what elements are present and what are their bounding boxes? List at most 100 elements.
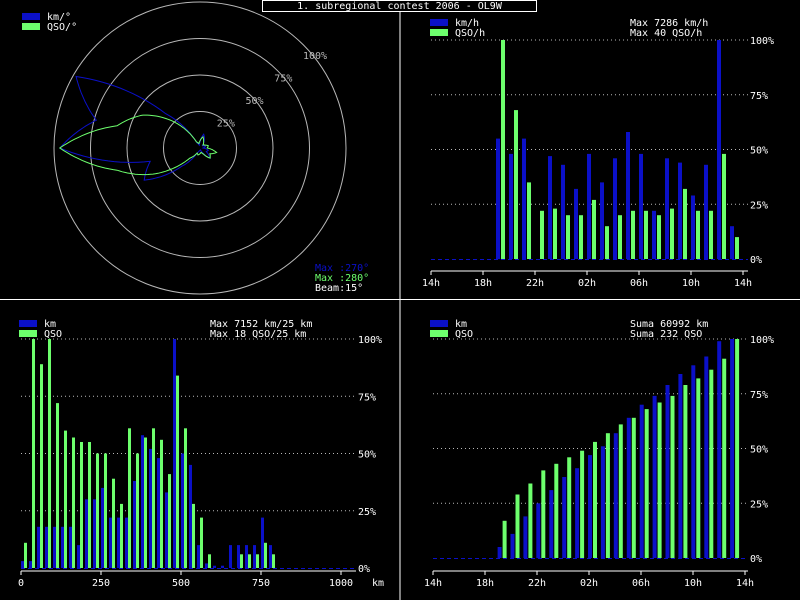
- qso-bar-23: [735, 339, 740, 558]
- km-bar-17: [652, 395, 657, 558]
- polar-info-2: Max :280°: [315, 273, 369, 284]
- x-tick-label: 750: [252, 578, 270, 589]
- qso-bar-15: [631, 417, 636, 558]
- y-tick-label: 0%: [750, 554, 762, 565]
- km-bar-13: [600, 182, 604, 259]
- km-bar-1: [29, 561, 32, 568]
- km-bar-0: [21, 561, 24, 568]
- polar-info-1: Max :270°: [315, 263, 369, 274]
- qso-bar-31: [272, 554, 275, 568]
- legend-swatch-2: [430, 330, 448, 337]
- km-bar-17: [157, 458, 160, 568]
- legend-swatch-1: [22, 13, 40, 20]
- y-tick-label: 100%: [750, 36, 774, 47]
- qso-bar-16: [644, 409, 649, 558]
- qso-bar-11: [579, 215, 583, 259]
- x-tick-label: 14h: [736, 578, 754, 589]
- km-bar-4: [53, 526, 56, 568]
- x-tick-label: 10h: [684, 578, 702, 589]
- polar-ring-1: [163, 111, 237, 185]
- qso-bar-10: [567, 457, 572, 558]
- polar-ring-2: [126, 74, 274, 222]
- x-tick-label: 02h: [578, 278, 596, 289]
- km-bar-9: [93, 499, 96, 568]
- polar-ring-label: 50%: [246, 96, 264, 107]
- qso-bar-2: [40, 364, 43, 568]
- km-bar-29: [253, 545, 256, 568]
- qso-bar-18: [670, 208, 674, 259]
- y-tick-label: 75%: [750, 91, 768, 102]
- qso-bar-7: [80, 442, 83, 568]
- x-tick-label: 22h: [526, 278, 544, 289]
- qso-bar-5: [501, 40, 505, 259]
- km-bar-27: [237, 545, 240, 568]
- qso-bar-21: [192, 503, 195, 568]
- km-bar-12: [117, 517, 120, 568]
- polar-ring-label: 25%: [217, 119, 235, 130]
- x-tick-label: 500: [172, 578, 190, 589]
- km-bar-16: [639, 404, 644, 558]
- km-bar-5: [496, 138, 500, 260]
- qso-bar-16: [152, 428, 155, 568]
- km-bar-17: [652, 210, 656, 259]
- km-bar-3: [45, 526, 48, 568]
- legend-label-1: km/°: [47, 12, 71, 23]
- km-bar-5: [497, 547, 502, 558]
- km-bar-9: [548, 156, 552, 259]
- km-bar-23: [730, 339, 735, 558]
- km-bar-22: [717, 341, 722, 558]
- qso-bar-10: [104, 453, 107, 568]
- km-bar-12: [588, 455, 592, 558]
- km-bar-7: [522, 138, 526, 260]
- x-tick-label: 14h: [734, 278, 752, 289]
- qso-bar-21: [709, 210, 713, 259]
- stat-line-1: Max 7152 km/25 km: [210, 319, 312, 330]
- km-bar-20: [181, 453, 184, 568]
- qso-bar-12: [592, 199, 596, 259]
- qso-bar-17: [160, 439, 163, 568]
- polar-info-3: Beam:15°: [315, 283, 363, 294]
- km-bar-24: [213, 565, 216, 568]
- x-tick-label: 22h: [528, 578, 546, 589]
- qso-bar-13: [605, 433, 610, 558]
- qso-bar-30: [264, 542, 267, 568]
- km-bar-16: [149, 448, 152, 568]
- qso-bar-3: [48, 339, 51, 568]
- qso-bar-15: [144, 437, 147, 568]
- qso-bar-8: [541, 470, 546, 558]
- qso-bar-6: [515, 494, 520, 558]
- legend-swatch-1: [430, 320, 448, 327]
- legend-swatch-2: [430, 29, 448, 36]
- x-tick-label: 18h: [476, 578, 494, 589]
- qso-bar-18: [168, 474, 171, 568]
- x-tick-label: 0: [18, 578, 24, 589]
- km-bar-19: [678, 374, 683, 558]
- km-bar-12: [587, 153, 591, 259]
- legend-swatch-2: [22, 23, 40, 30]
- y-tick-label: 0%: [750, 255, 762, 266]
- legend-label-2: QSO/h: [455, 28, 485, 39]
- y-tick-label: 100%: [750, 335, 774, 346]
- km-bar-19: [173, 339, 176, 568]
- qso-bar-0: [24, 542, 27, 568]
- km-bar-21: [189, 464, 192, 568]
- qso-bar-13: [605, 226, 609, 260]
- qso-bar-9: [553, 208, 557, 259]
- qso-bar-7: [527, 182, 531, 259]
- km-bar-20: [691, 195, 695, 259]
- qso-bar-22: [722, 153, 726, 259]
- x-tick-label: 10h: [682, 278, 700, 289]
- km-bar-6: [69, 526, 72, 568]
- window-title: 1. subregional contest 2006 - OL9W: [297, 1, 503, 12]
- km-bar-23: [730, 226, 734, 260]
- km-bar-30: [261, 517, 264, 568]
- x-tick-label: 250: [92, 578, 110, 589]
- legend-swatch-1: [19, 320, 37, 327]
- qso-bar-11: [112, 478, 115, 568]
- y-tick-label: 0%: [358, 564, 370, 575]
- qso-bar-12: [120, 503, 123, 568]
- legend-label-2: QSO/°: [47, 22, 77, 33]
